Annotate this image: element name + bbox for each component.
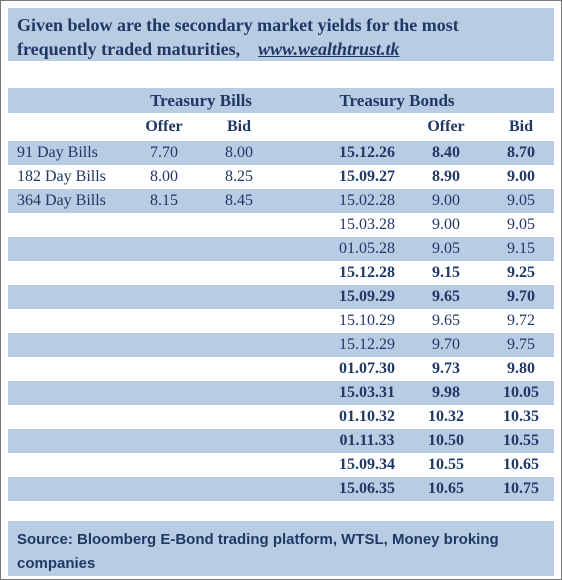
- bill-name: 364 Day Bills: [17, 192, 106, 209]
- bond-maturity: 15.09.27: [339, 168, 395, 185]
- bond-offer: 10.55: [428, 456, 464, 473]
- bond-bid: 8.70: [507, 144, 535, 161]
- bond-bid: 10.65: [503, 456, 539, 473]
- section-title: Treasury Bills: [150, 91, 252, 110]
- bill-bid: 8.00: [225, 144, 253, 161]
- link[interactable]: www.wealthtrust.tk: [258, 39, 400, 59]
- bill-offer: 7.70: [150, 144, 178, 161]
- header-band: [8, 8, 554, 61]
- bill-offer: 8.00: [150, 168, 178, 185]
- bond-offer: 9.98: [432, 384, 460, 401]
- bond-maturity: 15.09.34: [339, 456, 395, 473]
- bond-offer: 9.15: [432, 264, 460, 281]
- bond-offer: 10.50: [428, 432, 464, 449]
- bond-offer: 10.32: [428, 408, 464, 425]
- header-title: Given below are the secondary market yie…: [17, 13, 537, 61]
- band: [8, 141, 554, 165]
- bond-bid: 9.05: [507, 192, 535, 209]
- bill-name: 182 Day Bills: [17, 168, 106, 185]
- column-header: Bid: [508, 118, 534, 135]
- bond-offer: 9.05: [432, 240, 460, 257]
- column-header: Offer: [427, 118, 465, 135]
- bond-bid: 9.05: [507, 216, 535, 233]
- column-header: Bid: [226, 118, 252, 135]
- bond-maturity: 15.03.28: [339, 216, 395, 233]
- bond-offer: 8.40: [432, 144, 460, 161]
- bond-maturity: 15.12.29: [339, 336, 395, 353]
- band: [8, 429, 554, 453]
- bond-offer: 9.70: [432, 336, 460, 353]
- bill-bid: 8.25: [225, 168, 253, 185]
- bond-offer: 9.00: [432, 216, 460, 233]
- section-title: Treasury Bonds: [339, 91, 455, 110]
- bond-maturity: 01.10.32: [339, 408, 395, 425]
- band: [8, 189, 554, 213]
- bill-name: 91 Day Bills: [17, 144, 98, 161]
- bond-offer: 8.90: [432, 168, 460, 185]
- band: [8, 333, 554, 357]
- bond-bid: 9.25: [507, 264, 535, 281]
- bond-bid: 10.05: [503, 384, 539, 401]
- band: [8, 477, 554, 501]
- bond-maturity: 15.12.26: [339, 144, 395, 161]
- footer-band: [8, 521, 554, 576]
- bond-maturity: 15.12.28: [339, 264, 395, 281]
- column-header: Offer: [145, 118, 183, 135]
- bond-maturity: 15.06.35: [339, 480, 395, 497]
- band: [8, 237, 554, 261]
- bond-maturity: 01.05.28: [339, 240, 395, 257]
- bond-maturity: 15.09.29: [339, 288, 395, 305]
- bond-offer: 9.73: [432, 360, 460, 377]
- bond-offer: 10.65: [428, 480, 464, 497]
- bond-maturity: 15.03.31: [339, 384, 395, 401]
- bond-bid: 10.55: [503, 432, 539, 449]
- bond-bid: 10.75: [503, 480, 539, 497]
- band: [8, 88, 554, 113]
- bond-bid: 9.00: [507, 168, 535, 185]
- bond-offer: 9.65: [432, 288, 460, 305]
- band: [8, 381, 554, 405]
- bond-bid: 9.75: [507, 336, 535, 353]
- bond-bid: 9.70: [507, 288, 535, 305]
- bond-bid: 9.80: [507, 360, 535, 377]
- source-note: Source: Bloomberg E-Bond trading platfor…: [17, 531, 499, 572]
- bond-bid: 9.72: [507, 312, 535, 329]
- bond-bid: 9.15: [507, 240, 535, 257]
- bond-offer: 9.65: [432, 312, 460, 329]
- bond-bid: 10.35: [503, 408, 539, 425]
- bond-maturity: 01.11.33: [339, 432, 395, 449]
- bond-offer: 9.00: [432, 192, 460, 209]
- bill-offer: 8.15: [150, 192, 178, 209]
- bond-maturity: 01.07.30: [339, 360, 395, 377]
- band: [8, 285, 554, 309]
- title-text: Given below are the secondary market yie…: [17, 15, 459, 59]
- bond-maturity: 15.02.28: [339, 192, 395, 209]
- bill-bid: 8.45: [225, 192, 253, 209]
- bond-maturity: 15.10.29: [339, 312, 395, 329]
